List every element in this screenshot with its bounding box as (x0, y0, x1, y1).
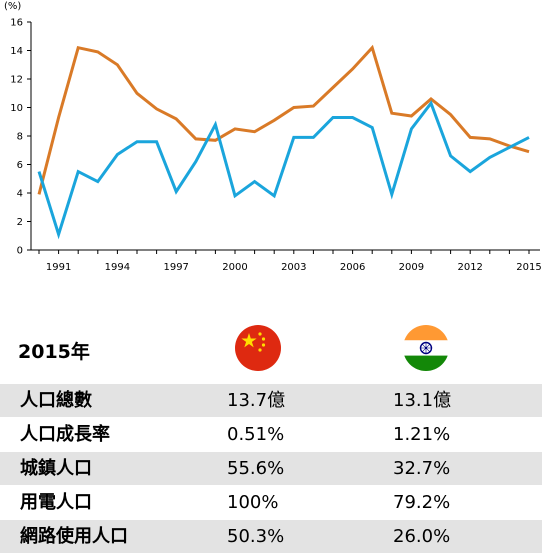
china-value: 100% (227, 492, 279, 513)
x-tick-label: 1991 (46, 262, 71, 273)
y-tick-label: 2 (17, 217, 23, 228)
x-tick-label: 2006 (340, 262, 365, 273)
row-label: 人口成長率 (20, 424, 110, 445)
y-tick-label: 12 (10, 75, 23, 86)
china-value: 50.3% (227, 526, 285, 547)
china-value: 0.51% (227, 424, 285, 445)
y-tick-label: 6 (17, 160, 23, 171)
x-tick-label: 2015 (516, 262, 541, 273)
china-value: 55.6% (227, 458, 285, 479)
row-label: 用電人口 (20, 492, 92, 513)
india-value: 1.21% (393, 424, 451, 445)
table-year: 2015年 (18, 341, 90, 363)
y-axis-label: (%) (4, 1, 21, 12)
y-tick-label: 0 (17, 246, 23, 257)
india-value: 26.0% (393, 526, 451, 547)
y-tick-label: 4 (17, 189, 23, 200)
comparison-table: 2015年 (0, 315, 542, 553)
table-row-population: 人口總數 13.7億 13.1億 (0, 383, 542, 417)
x-tick-label: 2003 (281, 262, 306, 273)
india-value: 79.2% (393, 492, 451, 513)
row-label: 網路使用人口 (20, 526, 128, 547)
x-tick-label: 2012 (457, 262, 482, 273)
x-tick-label: 1997 (163, 262, 188, 273)
series-line-2 (37, 100, 530, 240)
x-tick-label: 2009 (399, 262, 424, 273)
table-row-electricity: 用電人口 100% 79.2% (0, 485, 542, 519)
series-line-1 (37, 44, 530, 195)
india-value: 32.7% (393, 458, 451, 479)
y-tick-label: 10 (10, 103, 23, 114)
row-label: 城鎮人口 (20, 458, 92, 479)
table-row-internet: 網路使用人口 50.3% 26.0% (0, 519, 542, 553)
y-tick-label: 14 (10, 46, 23, 57)
y-tick-label: 16 (10, 18, 23, 29)
row-label: 人口總數 (20, 390, 92, 411)
table-row-urban: 城鎮人口 55.6% 32.7% (0, 451, 542, 485)
china-flag-icon (235, 325, 281, 371)
table-row-growth-rate: 人口成長率 0.51% 1.21% (0, 417, 542, 451)
x-tick-label: 1994 (105, 262, 130, 273)
y-tick-label: 8 (17, 132, 23, 143)
india-value: 13.1億 (393, 390, 452, 411)
growth-line-chart: 0 2 4 6 8 10 12 14 16 (%) 1991 1994 1997 2000 2003 2006… (4, 1, 542, 273)
china-value: 13.7億 (227, 390, 286, 411)
x-tick-label: 2000 (222, 262, 247, 273)
table-header: 2015年 (0, 315, 542, 383)
india-flag-icon (403, 325, 449, 371)
